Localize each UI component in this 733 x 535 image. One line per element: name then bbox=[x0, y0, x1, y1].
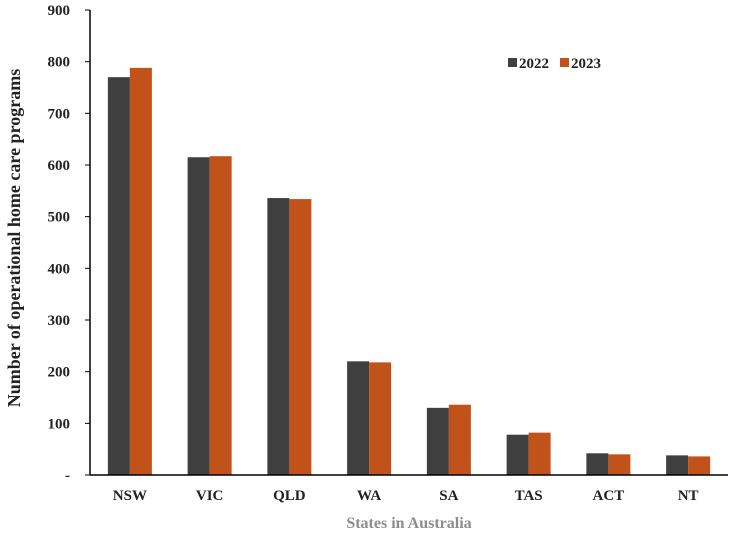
bar-2022-VIC bbox=[187, 157, 210, 475]
bar-2022-TAS bbox=[506, 434, 529, 475]
y-axis-title: Number of operational home care programs bbox=[4, 69, 24, 407]
x-axis: NSW VIC QLD WA SA TAS ACT NT bbox=[113, 488, 699, 504]
y-tick-label: 400 bbox=[48, 261, 71, 277]
bars bbox=[107, 67, 711, 476]
x-tick-label: VIC bbox=[196, 488, 224, 504]
bar-2022-NSW bbox=[107, 77, 130, 476]
legend-swatch-2023 bbox=[560, 58, 569, 67]
bar-2022-ACT bbox=[586, 453, 609, 475]
y-axis: - 100 200 300 400 500 600 700 800 900 bbox=[48, 3, 90, 484]
x-tick-label: NSW bbox=[113, 488, 147, 504]
x-axis-title: States in Australia bbox=[346, 515, 471, 532]
x-tick-label: SA bbox=[439, 488, 458, 504]
x-tick-label: WA bbox=[357, 488, 381, 504]
bar-2023-NT bbox=[688, 456, 711, 475]
bar-2023-NSW bbox=[129, 67, 152, 475]
bar-2022-WA bbox=[347, 361, 370, 475]
legend: 2022 2023 bbox=[508, 56, 601, 72]
x-tick-label: TAS bbox=[515, 488, 543, 504]
x-tick-label: NT bbox=[678, 488, 699, 504]
legend-label-2023: 2023 bbox=[571, 56, 601, 72]
legend-swatch-2022 bbox=[508, 58, 517, 67]
y-tick-label: 700 bbox=[48, 106, 71, 122]
bar-2022-NT bbox=[666, 455, 689, 475]
bar-2022-SA bbox=[426, 407, 449, 475]
legend-label-2022: 2022 bbox=[519, 56, 549, 72]
bar-2023-ACT bbox=[608, 454, 631, 475]
bar-2023-VIC bbox=[209, 156, 232, 475]
y-tick-label: 900 bbox=[48, 3, 71, 19]
bar-2023-TAS bbox=[528, 432, 551, 475]
bar-2023-SA bbox=[448, 404, 471, 475]
x-tick-label: QLD bbox=[273, 488, 306, 504]
y-tick-label: 200 bbox=[48, 365, 71, 381]
y-axis-title-group: Number of operational home care programs bbox=[4, 69, 24, 407]
y-tick-label: 500 bbox=[48, 210, 71, 226]
y-tick-label: - bbox=[65, 468, 70, 484]
bar-2023-QLD bbox=[289, 199, 312, 475]
y-tick-label: 800 bbox=[48, 55, 71, 71]
y-tick-label: 600 bbox=[48, 158, 71, 174]
y-tick-label: 300 bbox=[48, 313, 71, 329]
y-tick-label: 100 bbox=[48, 416, 71, 432]
bar-2022-QLD bbox=[267, 198, 290, 476]
x-tick-label: ACT bbox=[593, 488, 625, 504]
bar-2023-WA bbox=[369, 362, 392, 475]
